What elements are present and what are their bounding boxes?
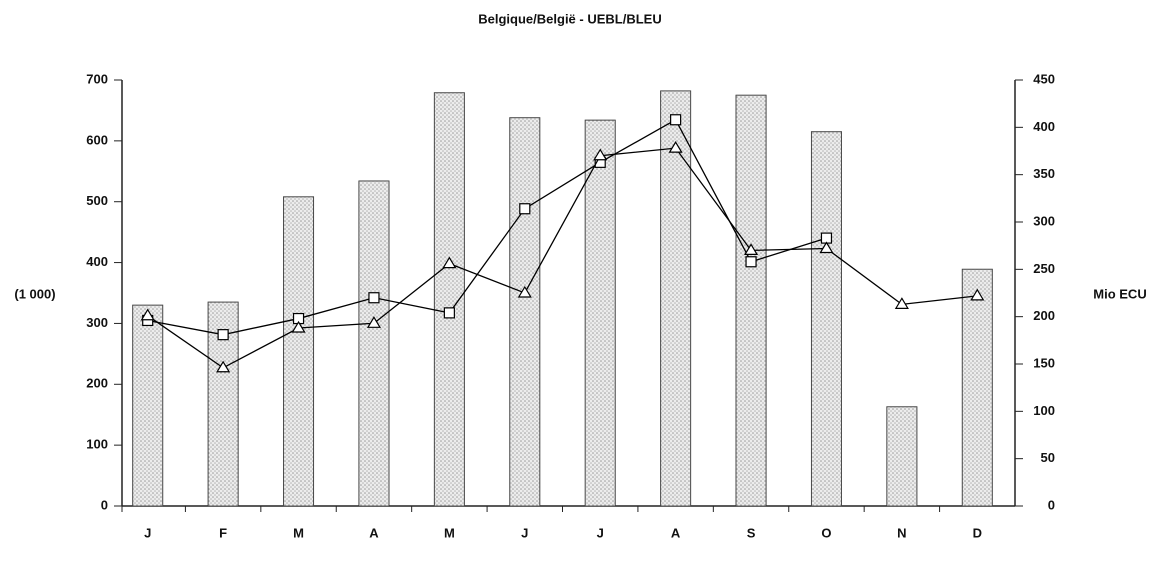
square-marker — [217, 329, 229, 341]
y-tick-label: 300 — [86, 315, 108, 330]
x-tick-label: M — [293, 525, 304, 540]
line — [147, 118, 827, 336]
x-tick-label: J — [144, 525, 151, 540]
x-tick-label: J — [597, 525, 604, 540]
y2-tick-label: 200 — [1033, 308, 1055, 323]
y-tick-label: 600 — [86, 132, 108, 147]
y2-tick-label: 350 — [1033, 166, 1055, 181]
triangle-marker — [517, 285, 532, 298]
triangle-marker — [366, 316, 382, 328]
square-marker — [443, 307, 455, 319]
bar — [584, 119, 616, 507]
bar-tint — [358, 181, 389, 506]
bar-tint — [962, 269, 993, 506]
x-tick-label: D — [973, 525, 982, 540]
triangle-marker — [819, 241, 834, 254]
bar — [886, 406, 918, 507]
bar-tint — [283, 196, 314, 507]
y-tick-label: 100 — [86, 437, 108, 452]
triangle-marker — [970, 288, 985, 301]
bar-tint — [132, 305, 163, 506]
y2-axis-label: Mio ECU — [1093, 286, 1146, 301]
y2-tick-label: 450 — [1033, 71, 1055, 86]
bar — [509, 117, 541, 507]
y-tick-label: 500 — [86, 193, 108, 208]
bar — [132, 304, 164, 507]
y2-tick-label: 400 — [1033, 119, 1055, 134]
chart-title: Belgique/België - UEBL/BLEU — [478, 11, 661, 26]
y-tick-label: 0 — [101, 497, 108, 512]
y-tick-label: 200 — [86, 376, 108, 391]
line — [147, 147, 978, 369]
x-tick-label: M — [444, 525, 455, 540]
y-axis-label: (1 000) — [14, 286, 55, 301]
bar — [961, 268, 993, 507]
bar — [207, 301, 239, 507]
y-tick-label: 700 — [86, 71, 108, 86]
bar-tint — [509, 117, 540, 506]
x-tick-label: N — [897, 525, 906, 540]
bar-tint — [585, 120, 616, 506]
triangle-marker — [668, 140, 683, 153]
bar — [810, 131, 842, 507]
square-marker — [745, 256, 757, 268]
bar — [283, 196, 315, 507]
triangle-marker — [894, 297, 909, 309]
y2-tick-label: 300 — [1033, 213, 1055, 228]
y2-tick-label: 150 — [1033, 355, 1055, 370]
x-tick-label: O — [821, 525, 831, 540]
bar-tint — [660, 90, 691, 506]
triangle-marker — [593, 148, 608, 161]
triangle-marker — [291, 320, 306, 333]
triangle-marker — [216, 360, 231, 373]
x-tick-label: F — [219, 525, 227, 540]
y2-tick-label: 0 — [1048, 497, 1055, 512]
triangle-marker — [442, 256, 457, 269]
bar-tint — [811, 131, 842, 506]
bar-tint — [886, 406, 917, 506]
bar — [735, 94, 767, 507]
x-tick-label: A — [369, 525, 379, 540]
x-tick-label: S — [747, 525, 756, 540]
bar — [660, 90, 692, 507]
y2-tick-label: 50 — [1041, 450, 1055, 465]
triangle-marker — [743, 243, 759, 255]
triangle-marker — [140, 308, 155, 321]
y2-tick-label: 100 — [1033, 403, 1055, 418]
x-tick-label: A — [671, 525, 681, 540]
y-tick-label: 400 — [86, 254, 108, 269]
square-marker — [519, 203, 531, 215]
bar-tint — [736, 95, 767, 506]
y2-tick-label: 250 — [1033, 261, 1055, 276]
square-marker — [670, 114, 682, 126]
bar — [358, 180, 390, 507]
square-marker — [368, 292, 380, 304]
x-tick-label: J — [521, 525, 528, 540]
